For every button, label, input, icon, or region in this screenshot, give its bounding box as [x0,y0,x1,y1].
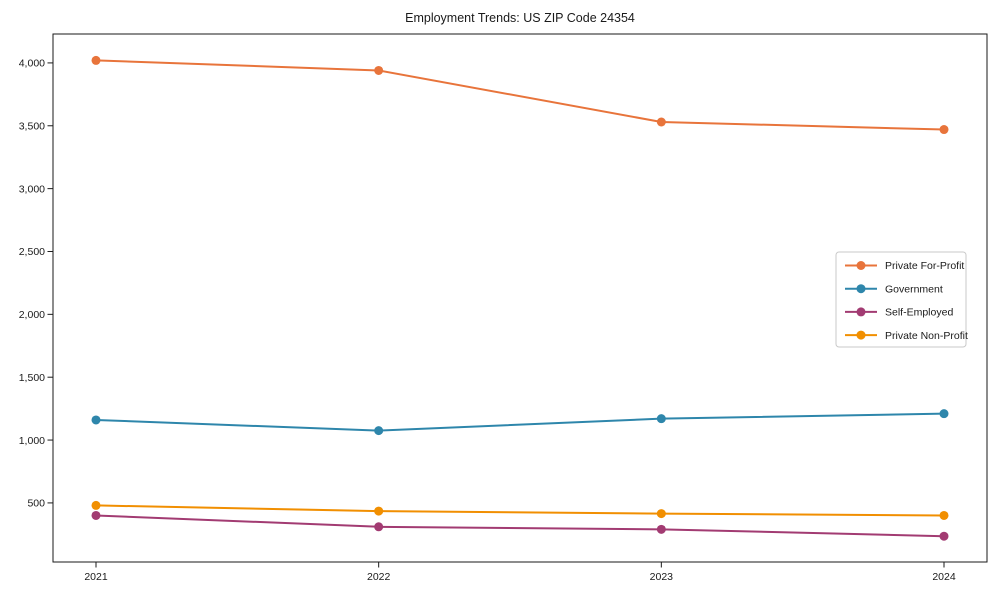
legend-label-self-employed: Self-Employed [885,307,953,319]
legend-label-government: Government [885,283,943,295]
plot-area-frame [52,33,988,563]
x-tick-label: 2022 [367,571,391,583]
legend-box [835,251,967,348]
y-tick-label: 4,000 [19,58,45,70]
x-tick-label: 2021 [84,571,108,583]
data-point-private-non-profit [91,500,101,510]
data-point-private-for-profit [91,55,101,65]
legend-marker-self-employed [856,307,866,317]
x-tick-label: 2024 [932,571,956,583]
data-point-self-employed [374,522,384,532]
series-line-private-for-profit [95,59,945,131]
series-line-self-employed [95,514,945,538]
data-point-private-for-profit [656,117,666,127]
chart-title: Employment Trends: US ZIP Code 24354 [405,11,635,25]
data-point-government [91,415,101,425]
series-lines [91,55,949,541]
data-point-private-non-profit [374,506,384,516]
legend-label-private-for-profit: Private For-Profit [885,260,964,272]
x-tick-label: 2023 [650,571,674,583]
legend: Private For-Profit Government Self-Employe… [835,251,968,348]
x-axis: 2021 2022 2023 2024 [84,562,956,583]
y-tick-label: 1,000 [19,435,45,447]
y-axis: 500 1,000 1,500 2,000 2,500 3,000 3,500 4,000 [19,58,53,510]
y-tick-label: 2,500 [19,246,45,258]
y-tick-label: 3,500 [19,120,45,132]
y-tick-label: 1,500 [19,372,45,384]
y-tick-label: 2,000 [19,309,45,321]
data-point-self-employed [656,524,666,534]
legend-marker-private-for-profit [856,261,866,270]
data-point-self-employed [939,531,949,541]
data-point-self-employed [91,510,101,520]
data-point-government [656,414,666,424]
data-point-private-non-profit [939,510,949,520]
series-line-private-non-profit [95,504,945,517]
data-point-private-for-profit [374,65,384,75]
data-point-government [374,426,384,436]
series-line-government [95,412,945,432]
data-point-private-for-profit [939,125,949,135]
legend-label-private-non-profit: Private Non-Profit [885,330,968,342]
data-point-private-non-profit [656,509,666,519]
y-tick-label: 500 [27,498,45,510]
y-tick-label: 3,000 [19,183,45,195]
legend-marker-government [856,284,866,294]
data-point-government [939,409,949,419]
legend-marker-private-non-profit [856,330,866,340]
